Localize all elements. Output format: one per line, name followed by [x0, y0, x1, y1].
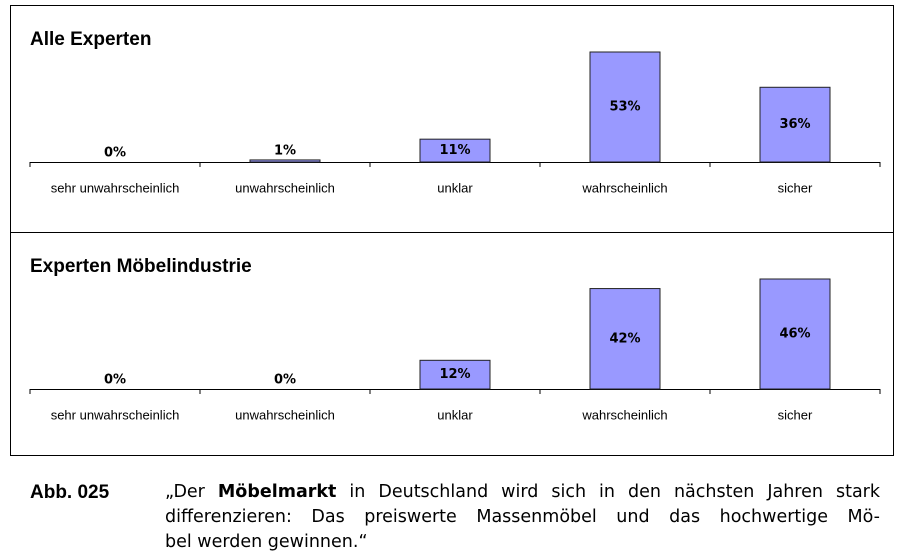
data-label: 0% — [104, 373, 126, 388]
caption-line: bel werden gewinnen.“ — [165, 532, 368, 552]
x-tick-label: unwahrscheinlich — [235, 407, 335, 422]
caption-text: „Der — [165, 482, 218, 502]
bar — [419, 359, 491, 390]
bar — [589, 51, 661, 163]
bar — [759, 278, 831, 390]
chart-title: Experten Möbelindustrie — [30, 256, 252, 277]
x-tick-label: sehr unwahrscheinlich — [51, 180, 180, 195]
caption-text: „Der Möbelmarkt in Deutschland wird sich… — [165, 480, 880, 555]
chart-title: Alle Experten — [30, 29, 151, 50]
caption-text: in Deutschland wird sich in den nächsten… — [336, 482, 880, 502]
x-tick-label: unwahrscheinlich — [235, 180, 335, 195]
x-tick-label: sicher — [778, 407, 813, 422]
data-label: 53% — [609, 100, 640, 115]
x-tick-label: sehr unwahrscheinlich — [51, 407, 180, 422]
data-label: 12% — [439, 367, 470, 382]
bar — [419, 138, 491, 163]
x-tick-label: wahrscheinlich — [581, 180, 667, 195]
x-tick-label: wahrscheinlich — [581, 407, 667, 422]
caption-bold: Möbelmarkt — [217, 482, 337, 502]
x-tick-label: unklar — [437, 407, 473, 422]
data-label: 0% — [104, 146, 126, 161]
caption-line: „Der Möbelmarkt in Deutschland wird sich… — [165, 480, 880, 505]
bar — [759, 86, 831, 163]
frame — [10, 5, 894, 456]
bar — [249, 159, 321, 163]
data-label: 11% — [439, 143, 470, 158]
data-label: 1% — [274, 143, 296, 158]
data-label: 46% — [779, 327, 810, 342]
x-tick-label: unklar — [437, 180, 473, 195]
caption-line: differenzieren: Das preiswerte Massenmöb… — [165, 507, 880, 527]
bar — [589, 288, 661, 390]
x-tick-label: sicher — [778, 180, 813, 195]
data-label: 36% — [779, 117, 810, 132]
data-label: 0% — [274, 373, 296, 388]
caption-label: Abb. 025 — [30, 482, 110, 503]
data-label: 42% — [609, 331, 640, 346]
